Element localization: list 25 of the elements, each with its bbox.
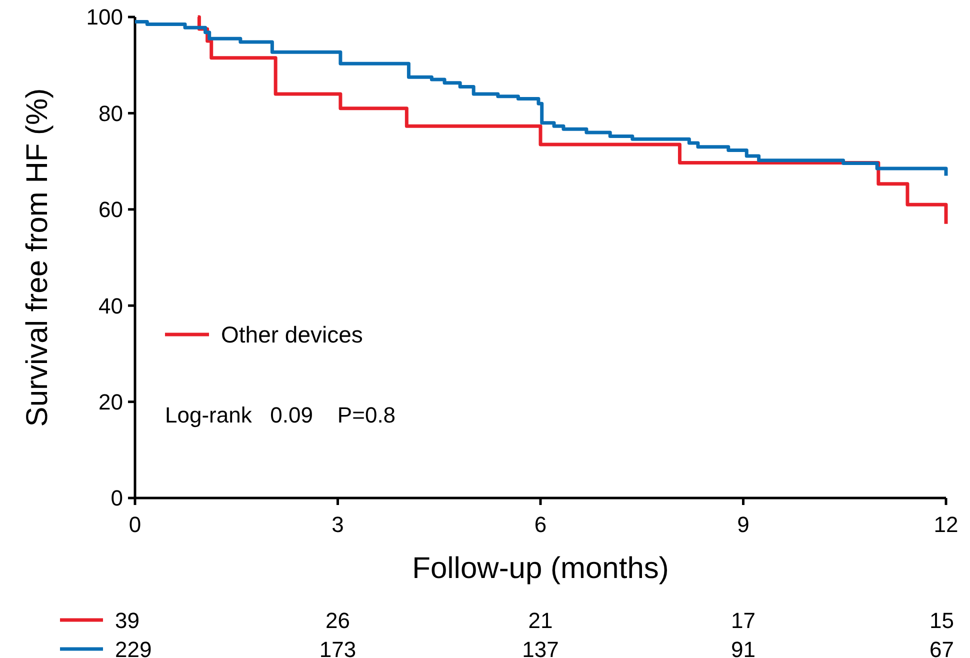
y-tick-label: 100 xyxy=(86,4,123,30)
x-tick-label: 12 xyxy=(934,512,958,537)
text: 21 xyxy=(528,608,553,633)
x-axis-title: Follow-up (months) xyxy=(412,552,669,585)
x-tick-label: 0 xyxy=(128,512,142,537)
text: 229 xyxy=(115,637,152,658)
text: 67 xyxy=(930,637,954,658)
x-tick-label: 9 xyxy=(737,512,750,537)
annotation: Log-rank 0.09 P=0.8 xyxy=(165,402,396,428)
text: 173 xyxy=(319,637,356,658)
text: 15 xyxy=(930,608,954,633)
text: 39 xyxy=(115,608,140,633)
x-tick-label: 6 xyxy=(534,512,547,537)
legend-label: Other devices xyxy=(221,322,363,348)
y-tick-label: 80 xyxy=(98,100,123,126)
text: 91 xyxy=(731,637,756,658)
text: 17 xyxy=(731,608,756,633)
x-tick-label: 3 xyxy=(332,512,344,537)
y-tick-label: 20 xyxy=(98,390,123,414)
text: 137 xyxy=(522,637,559,658)
y-tick-label: 40 xyxy=(98,293,123,318)
y-tick-label: 60 xyxy=(98,197,123,222)
y-tick-label: 0 xyxy=(110,486,123,511)
text: 26 xyxy=(326,608,350,633)
y-axis-title: Survival free from HF (%) xyxy=(21,88,54,427)
